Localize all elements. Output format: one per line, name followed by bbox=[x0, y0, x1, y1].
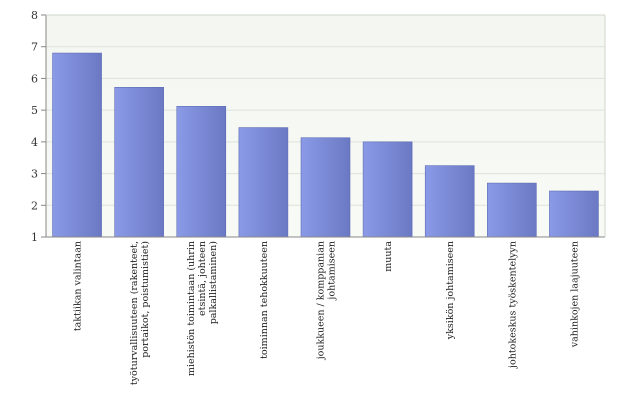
bar bbox=[176, 106, 227, 238]
y-tick-label: 6 bbox=[31, 72, 38, 85]
bar bbox=[362, 141, 413, 238]
x-category-label: vahinkojen laajuuteen bbox=[569, 241, 580, 348]
x-category-label: joukkueen / komppanian bbox=[316, 241, 327, 360]
x-category-label: portaikot, poistumistiet) bbox=[140, 241, 151, 358]
y-axis-ticks: 1 2 3 4 5 6 7 8 bbox=[31, 9, 46, 244]
axes bbox=[45, 14, 606, 238]
bar bbox=[52, 52, 102, 238]
y-tick-label: 5 bbox=[31, 104, 38, 117]
x-category-label: palkallistaminen) bbox=[208, 241, 219, 324]
bar bbox=[487, 182, 537, 238]
y-tick-label: 3 bbox=[31, 168, 38, 181]
x-category-label: miehistön toimintaan (uhrin bbox=[186, 241, 197, 376]
bar bbox=[549, 190, 599, 238]
y-tick-label: 1 bbox=[31, 231, 38, 244]
x-category-label: johtamiseen bbox=[327, 241, 338, 301]
x-category-label: etsintä, johteen bbox=[197, 241, 208, 316]
x-category-label: muuta bbox=[383, 241, 394, 272]
x-axis-labels: taktiikan valintaan työturvallisuuteen (r… bbox=[73, 241, 581, 385]
x-category-label: työturvallisuuteen (rakenteet, bbox=[129, 241, 140, 385]
y-tick-label: 2 bbox=[31, 199, 38, 212]
x-category-label: taktiikan valintaan bbox=[73, 241, 84, 331]
x-category-label: toiminnan tehokkuuteen bbox=[259, 241, 270, 359]
bar bbox=[238, 127, 289, 238]
bar bbox=[300, 137, 351, 238]
bar bbox=[114, 87, 164, 238]
bar bbox=[424, 165, 475, 238]
x-category-label: johtokeskus työskentelyyn bbox=[507, 241, 518, 369]
y-tick-label: 7 bbox=[31, 41, 38, 54]
y-tick-label: 8 bbox=[31, 9, 38, 22]
x-category-label: yksikön johtamiseen bbox=[445, 241, 456, 340]
y-tick-label: 4 bbox=[31, 136, 38, 149]
